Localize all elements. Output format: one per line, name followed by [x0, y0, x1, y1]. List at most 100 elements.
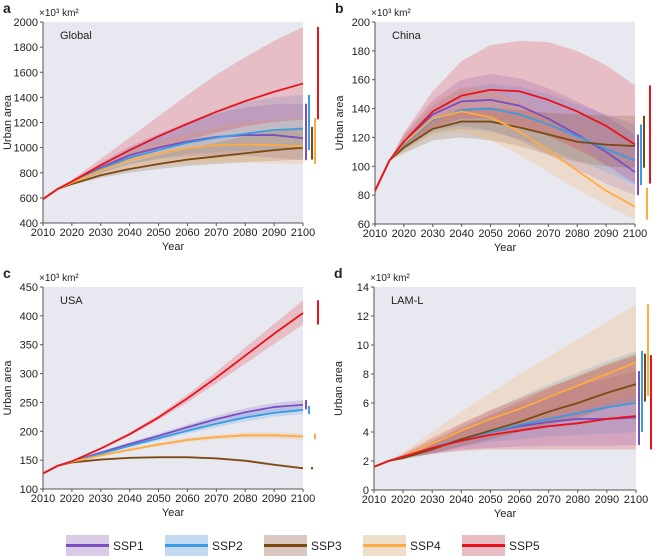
x-axis-title: Year	[494, 508, 517, 520]
y-tick-label: 1800	[14, 42, 38, 54]
plot-area	[375, 22, 635, 224]
band-ssp4	[375, 86, 635, 220]
x-tick-label: 2010	[31, 227, 55, 239]
region-title: LAM-L	[391, 295, 423, 307]
plot-area	[43, 22, 303, 223]
x-tick-label: 2080	[233, 227, 257, 239]
y-tick-label: 12	[357, 311, 369, 323]
y-tick-label: 200	[352, 17, 370, 29]
x-tick-label: 2040	[449, 228, 473, 240]
unit-label: ×10³ km²	[39, 8, 79, 19]
y-tick-label: 180	[352, 46, 370, 58]
x-axis-title: Year	[162, 241, 185, 253]
line-ssp5	[42, 312, 304, 475]
y-tick-label: 6	[363, 398, 369, 410]
band-ssp2	[374, 350, 636, 467]
x-tick-label: 2030	[89, 227, 113, 239]
band-ssp1	[374, 371, 636, 467]
y-tick-label: 120	[352, 132, 370, 144]
y-tick-label: 400	[20, 311, 38, 323]
panel-a: 400 600 800 1000 1200 1400 1600 1800 2000 2010 202…	[2, 0, 319, 253]
y-tick-label: 100	[20, 484, 38, 496]
band-ssp4	[43, 118, 303, 200]
x-tick-label: 2100	[624, 494, 648, 506]
legend-label: SSP5	[509, 539, 540, 553]
x-tick-label: 2020	[60, 227, 84, 239]
x-tick-label: 2080	[566, 494, 590, 506]
y-tick-label: 200	[20, 426, 38, 438]
y-axis-title: Urban area	[334, 95, 346, 151]
line-ssp5	[42, 82, 304, 200]
region-title: USA	[60, 295, 83, 307]
region-title: Global	[60, 30, 92, 42]
x-tick-label: 2070	[204, 493, 228, 505]
line-ssp3	[374, 120, 636, 192]
plot-area	[374, 287, 636, 490]
x-tick-label: 2040	[449, 494, 473, 506]
x-tick-label: 2100	[623, 228, 647, 240]
x-tick-label: 2030	[89, 493, 113, 505]
x-tick-label: 2050	[478, 494, 502, 506]
x-tick-label: 2040	[117, 493, 141, 505]
y-tick-label: 2000	[14, 17, 38, 29]
y-tick-label: 1400	[14, 92, 38, 104]
y-tick-label: 60	[358, 219, 370, 231]
band-ssp5	[375, 40, 635, 191]
x-tick-label: 2060	[507, 494, 531, 506]
y-tick-label: 100	[352, 161, 370, 173]
x-tick-label: 2050	[478, 228, 502, 240]
unit-label: ×10³ km²	[39, 273, 79, 284]
y-tick-label: 140	[352, 104, 370, 116]
x-tick-label: 2050	[146, 493, 170, 505]
panel-letter: d	[334, 265, 343, 281]
y-tick-label: 160	[352, 75, 370, 87]
band-ssp4	[374, 304, 636, 467]
legend-label: SSP1	[113, 539, 144, 553]
x-tick-label: 2090	[594, 228, 618, 240]
band-ssp3	[375, 107, 635, 191]
x-tick-label: 2090	[595, 494, 619, 506]
x-tick-label: 2040	[117, 227, 141, 239]
y-tick-label: 14	[357, 282, 369, 294]
region-title: China	[392, 30, 422, 42]
legend-label: SSP2	[212, 539, 243, 553]
x-tick-label: 2070	[204, 227, 228, 239]
legend-label: SSP3	[311, 539, 342, 553]
legend-line	[165, 544, 208, 547]
x-tick-label: 2060	[175, 227, 199, 239]
y-tick-label: 300	[20, 369, 38, 381]
y-tick-label: 4	[363, 427, 369, 439]
x-tick-label: 2080	[233, 493, 257, 505]
x-tick-label: 2030	[420, 494, 444, 506]
x-tick-label: 2100	[291, 227, 315, 239]
x-axis-title: Year	[494, 242, 517, 254]
band-ssp4	[43, 432, 303, 474]
x-tick-label: 2010	[363, 228, 387, 240]
y-tick-label: 800	[20, 168, 38, 180]
x-tick-label: 2070	[536, 494, 560, 506]
x-tick-label: 2060	[175, 493, 199, 505]
y-tick-label: 250	[20, 397, 38, 409]
legend-line	[66, 544, 109, 547]
band-ssp3	[374, 353, 636, 467]
y-tick-label: 400	[20, 218, 38, 230]
x-axis-title: Year	[162, 507, 185, 519]
panel-b: 60 80 100 120 140 160 180 200 2010 2020 2030 2040 20…	[334, 0, 651, 254]
x-tick-label: 2010	[362, 494, 386, 506]
x-tick-label: 2080	[565, 228, 589, 240]
x-tick-label: 2060	[507, 228, 531, 240]
x-tick-label: 2090	[262, 493, 286, 505]
line-ssp5	[374, 88, 636, 192]
unit-label: ×10³ km²	[371, 8, 411, 19]
x-tick-label: 2100	[291, 493, 315, 505]
legend-line	[264, 544, 307, 547]
y-tick-label: 1600	[14, 67, 38, 79]
panel-c: 100 150 200 250 300 350 400 450 2010 2020 2030 2040…	[2, 265, 319, 519]
legend-line	[363, 544, 406, 547]
legend: SSP1 SSP2 SSP3 SSP4 SSP5	[0, 535, 656, 557]
y-tick-label: 2	[363, 456, 369, 468]
x-tick-label: 2020	[392, 228, 416, 240]
x-tick-label: 2070	[536, 228, 560, 240]
line-ssp3	[373, 383, 637, 468]
